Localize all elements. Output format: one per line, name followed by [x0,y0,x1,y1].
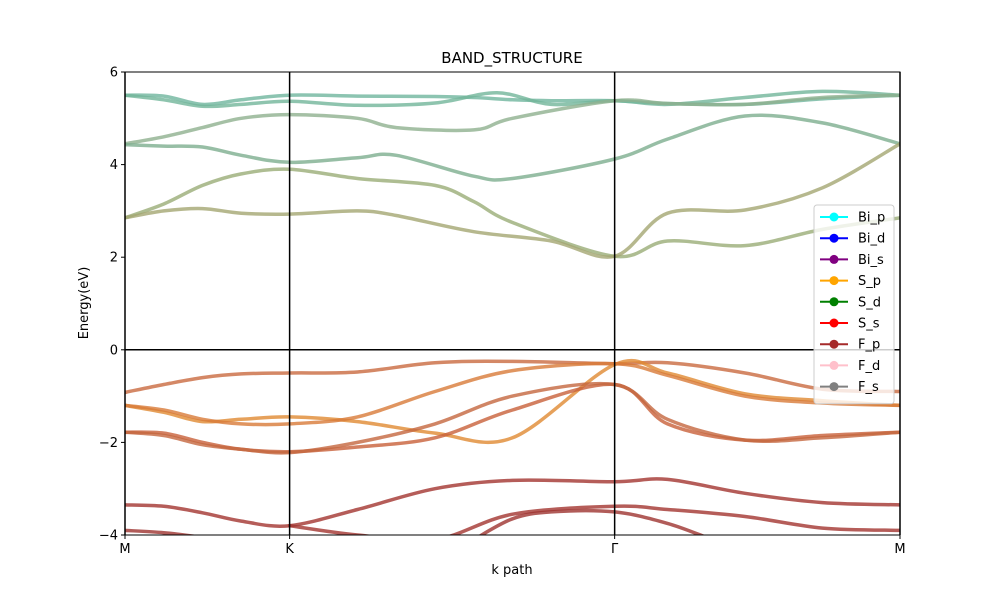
band-line-11 [125,381,900,455]
y-tick-label: 4 [110,158,118,173]
y-axis-ticks: −4 −2 0 2 4 6 [99,66,125,544]
band-line-13 [287,504,900,535]
legend-item: F_p [820,338,880,353]
y-tick-label: 2 [110,251,118,266]
band-line-15 [125,528,199,535]
legend-marker [829,318,839,328]
legend-label: Bi_s [858,253,884,268]
band-line-9 [125,361,900,427]
x-axis-label: k path [491,563,532,578]
legend-box [813,204,895,405]
legend-marker [829,339,839,349]
legend-marker [829,212,839,222]
y-tick-label: 6 [110,66,118,81]
legend-marker [829,254,839,264]
y-axis-label: Energy(eV) [77,267,92,340]
x-tick-label: Γ [611,542,619,557]
legend-label: F_d [858,359,880,374]
y-tick-label: −4 [99,529,118,544]
legend-item: S_p [820,274,881,289]
band-line-4 [125,113,900,182]
legend-item: S_s [820,317,880,332]
legend-label: F_s [858,380,879,395]
x-tick-label: M [119,542,130,557]
x-tick-label: M [894,542,905,557]
legend-item: Bi_d [820,232,885,247]
band-line-12 [125,477,900,528]
legend: Bi_p Bi_d Bi_s S_p S_d S_s F_p F_d F_s [813,204,895,405]
legend-marker [829,276,839,286]
chart-title: BAND_STRUCTURE [441,49,582,68]
legend-label: S_s [858,317,880,332]
band-line-2 [125,89,900,109]
legend-item: Bi_s [820,253,884,268]
legend-marker [829,382,839,392]
legend-item: Bi_p [820,211,885,226]
y-tick-label: 0 [110,343,118,358]
legend-marker [829,297,839,307]
legend-item: F_d [820,359,880,374]
legend-item: S_d [820,295,881,310]
legend-label: S_p [858,274,881,289]
legend-marker [829,360,839,370]
band-line-14 [478,508,706,535]
legend-marker [829,233,839,243]
band-line-6 [125,142,900,259]
legend-label: Bi_p [858,211,885,226]
y-tick-label: −2 [99,436,118,451]
legend-label: F_p [858,338,880,353]
legend-item: F_s [820,380,879,395]
x-tick-label: K [285,542,294,557]
legend-label: S_d [858,295,881,310]
band-line-3 [125,93,900,146]
plot-frame [124,71,901,536]
band-line-7 [125,359,900,395]
legend-label: Bi_d [858,232,885,247]
band-line-5 [125,167,900,259]
band-lines [125,89,900,535]
